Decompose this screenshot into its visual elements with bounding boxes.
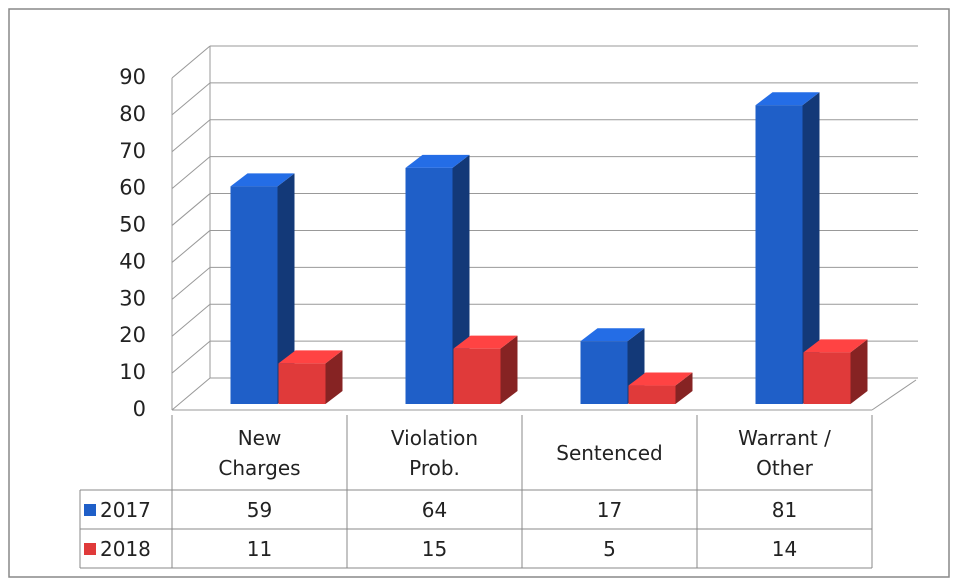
table-value: 59: [246, 497, 273, 522]
bar: [453, 348, 501, 404]
category-label: New Charges: [218, 425, 301, 480]
grid-line-side: [171, 119, 211, 153]
y-tick-label: 80: [119, 102, 146, 126]
y-tick-label: 0: [133, 397, 146, 421]
bar-top: [405, 154, 470, 168]
bar-top: [755, 92, 820, 106]
y-tick-label: 50: [119, 213, 146, 237]
bar: [755, 105, 803, 404]
y-tick-label: 60: [119, 176, 146, 200]
floor-right: [871, 379, 917, 411]
grid-line-side: [171, 266, 211, 300]
legend-swatch: [84, 503, 96, 516]
legend-entry: 2018: [80, 529, 172, 568]
bar-side: [802, 92, 820, 404]
category-label: Warrant / Other: [738, 425, 831, 480]
category-label: Violation Prob.: [390, 425, 479, 480]
table-value: 17: [596, 497, 623, 522]
bar-top: [230, 173, 295, 187]
bar-top: [628, 372, 693, 386]
bar: [405, 167, 453, 404]
grid-line-side: [171, 193, 211, 226]
bar-side: [675, 372, 693, 404]
grid-line-side: [171, 230, 211, 263]
bar: [628, 385, 676, 404]
bar-top: [453, 335, 518, 349]
chart-border: [8, 8, 950, 578]
grid-line-side: [171, 156, 211, 190]
y-tick-label: 20: [119, 323, 146, 347]
table-value: 5: [603, 536, 616, 561]
table-value: 15: [421, 536, 448, 561]
legend-entry: 2017: [80, 490, 172, 529]
bar: [580, 341, 628, 404]
grid-line-side: [171, 82, 211, 116]
bar-side: [325, 350, 343, 404]
grid-line-side: [171, 377, 211, 411]
bar-side: [500, 335, 518, 404]
grid-line-side: [171, 45, 211, 79]
grid-line-side: [171, 303, 211, 337]
y-tick-label: 70: [119, 139, 146, 163]
bar-top: [803, 339, 868, 353]
bar-top: [278, 350, 343, 364]
legend-label: 2017: [100, 497, 151, 522]
bar: [230, 186, 278, 404]
bar-top: [580, 328, 645, 342]
y-tick-label: 30: [119, 286, 146, 310]
category-label: Sentenced: [556, 440, 663, 465]
bar: [278, 363, 326, 404]
y-tick-label: 40: [119, 249, 146, 273]
y-tick-label: 10: [119, 360, 146, 384]
table-value: 64: [421, 497, 448, 522]
y-tick-label: 90: [119, 65, 146, 89]
grid-line-side: [171, 340, 211, 374]
bar: [803, 352, 851, 404]
table-value: 11: [246, 536, 273, 561]
legend-swatch: [84, 542, 96, 555]
bar-side: [277, 173, 295, 404]
table-value: 14: [771, 536, 798, 561]
table-value: 81: [771, 497, 798, 522]
legend-label: 2018: [100, 536, 151, 561]
bar-side: [850, 339, 868, 404]
